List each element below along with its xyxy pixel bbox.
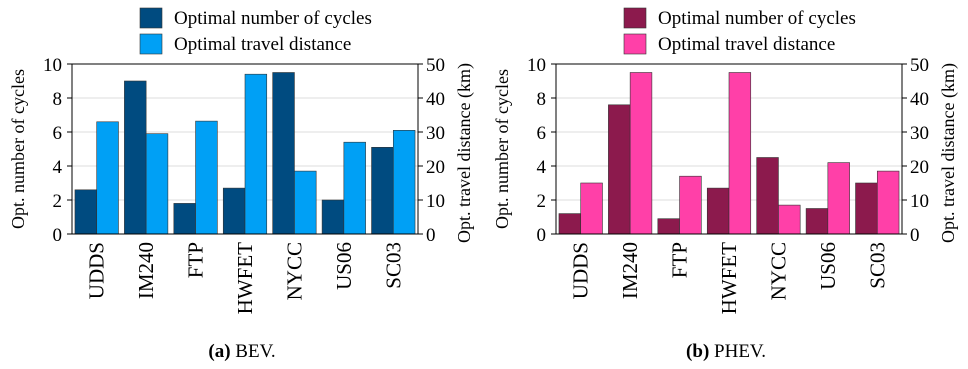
- bar-hwfet-series-1: [222, 187, 246, 235]
- y-tick-label: 4: [537, 157, 547, 178]
- y-tick-label: 2: [537, 191, 547, 212]
- x-tick-label: US06: [332, 242, 356, 290]
- caption-label: (b): [686, 341, 709, 362]
- figure-caption: (b) PHEV.: [686, 341, 766, 362]
- legend: Optimal number of cycles Optimal travel d…: [139, 7, 372, 55]
- x-tick-label: NYCC: [282, 242, 306, 300]
- bar-ftp-series-2: [679, 175, 702, 235]
- legend-label-2: Optimal travel distance: [658, 34, 835, 55]
- y-tick-label: 10: [527, 55, 546, 76]
- y2-tick-label: 40: [426, 89, 445, 110]
- y2-tick-label: 20: [426, 157, 445, 178]
- x-tick-label: HWFET: [717, 242, 741, 314]
- y-tick-label: 10: [43, 55, 62, 76]
- x-tick-label: NYCC: [766, 242, 790, 300]
- y-tick-label: 6: [537, 123, 547, 144]
- x-tick-label: UDDS: [569, 242, 593, 299]
- y-axis-label: Opt. number of cycles: [8, 69, 28, 229]
- bar-udds-series-1: [558, 213, 582, 235]
- y-tick-label: 0: [537, 225, 547, 246]
- legend-swatch-1: [139, 7, 163, 29]
- x-tick-label: SC03: [381, 242, 405, 289]
- bars: [558, 72, 900, 235]
- bar-nycc-series-1: [272, 72, 295, 235]
- y2-axis-label: Opt. travel distance (km): [454, 63, 475, 243]
- bar-ftp-series-2: [195, 120, 218, 235]
- y-tick-label: 4: [53, 157, 63, 178]
- y-tick-label: 0: [53, 225, 63, 246]
- caption-text: PHEV.: [714, 341, 766, 362]
- x-tick-label: US06: [816, 242, 840, 290]
- y2-tick-label: 30: [910, 123, 929, 144]
- bar-hwfet-series-2: [728, 72, 752, 235]
- plot-frame: [555, 63, 903, 235]
- bar-us06-series-1: [805, 208, 829, 235]
- legend-swatch-2: [623, 33, 647, 55]
- legend-label-2: Optimal travel distance: [174, 34, 351, 55]
- bar-im240-series-1: [608, 104, 631, 235]
- bar-udds-series-1: [74, 189, 98, 235]
- y2-tick-label: 10: [910, 191, 929, 212]
- legend-swatch-1: [623, 7, 647, 29]
- y-tick-label: 8: [537, 89, 547, 110]
- bar-hwfet-series-2: [244, 73, 268, 235]
- figure-caption: (a) BEV.: [208, 341, 275, 362]
- legend-label-1: Optimal number of cycles: [174, 8, 372, 29]
- bar-im240-series-1: [124, 80, 147, 235]
- y2-axis-label: Opt. travel distance (km): [938, 63, 959, 243]
- y2-tick-label: 10: [426, 191, 445, 212]
- x-tick-label: IM240: [618, 242, 642, 299]
- bar-us06-series-2: [827, 162, 850, 235]
- chart-panel-phev: Optimal number of cycles Optimal travel d…: [484, 0, 968, 364]
- x-tick-label: UDDS: [85, 242, 109, 299]
- chart-panel-bev: Optimal number of cycles Optimal travel d…: [0, 0, 484, 364]
- x-tick-label: FTP: [668, 242, 692, 278]
- y-tick-label: 6: [53, 123, 63, 144]
- y2-tick-label: 0: [426, 225, 436, 246]
- caption-label: (a): [208, 341, 230, 362]
- bar-hwfet-series-1: [706, 187, 730, 235]
- bar-sc03-series-1: [855, 182, 878, 235]
- legend-swatch-2: [139, 33, 163, 55]
- bar-us06-series-2: [343, 141, 366, 235]
- x-tick-label: IM240: [134, 242, 158, 299]
- caption-text: BEV.: [235, 341, 275, 362]
- bar-im240-series-2: [145, 133, 169, 235]
- bar-udds-series-2: [580, 182, 603, 235]
- bar-sc03-series-2: [392, 130, 416, 235]
- x-tick-label: SC03: [865, 242, 889, 289]
- chart-bev: Optimal number of cycles Optimal travel d…: [8, 7, 475, 362]
- y2-tick-label: 30: [426, 123, 445, 144]
- y-tick-label: 8: [53, 89, 63, 110]
- legend-label-1: Optimal number of cycles: [658, 8, 856, 29]
- x-tick-label: FTP: [184, 242, 208, 278]
- legend: Optimal number of cycles Optimal travel d…: [623, 7, 856, 55]
- y2-tick-label: 40: [910, 89, 929, 110]
- y2-tick-label: 50: [910, 55, 929, 76]
- bar-nycc-series-2: [294, 170, 317, 235]
- bar-ftp-series-1: [657, 218, 680, 235]
- y-tick-label: 2: [53, 191, 63, 212]
- chart-phev: Optimal number of cycles Optimal travel d…: [492, 7, 959, 362]
- plot-frame: [71, 63, 419, 235]
- y2-tick-label: 0: [910, 225, 920, 246]
- bar-im240-series-2: [629, 72, 653, 235]
- bar-nycc-series-2: [778, 204, 801, 235]
- x-tick-label: HWFET: [233, 242, 257, 314]
- bars: [74, 72, 416, 235]
- bar-udds-series-2: [96, 121, 119, 235]
- y-axis-label: Opt. number of cycles: [492, 69, 512, 229]
- bar-nycc-series-1: [756, 157, 779, 235]
- y2-tick-label: 20: [910, 157, 929, 178]
- bar-ftp-series-1: [173, 203, 196, 235]
- bar-sc03-series-1: [371, 147, 394, 235]
- y2-tick-label: 50: [426, 55, 445, 76]
- bar-sc03-series-2: [876, 170, 900, 235]
- bar-us06-series-1: [321, 199, 345, 235]
